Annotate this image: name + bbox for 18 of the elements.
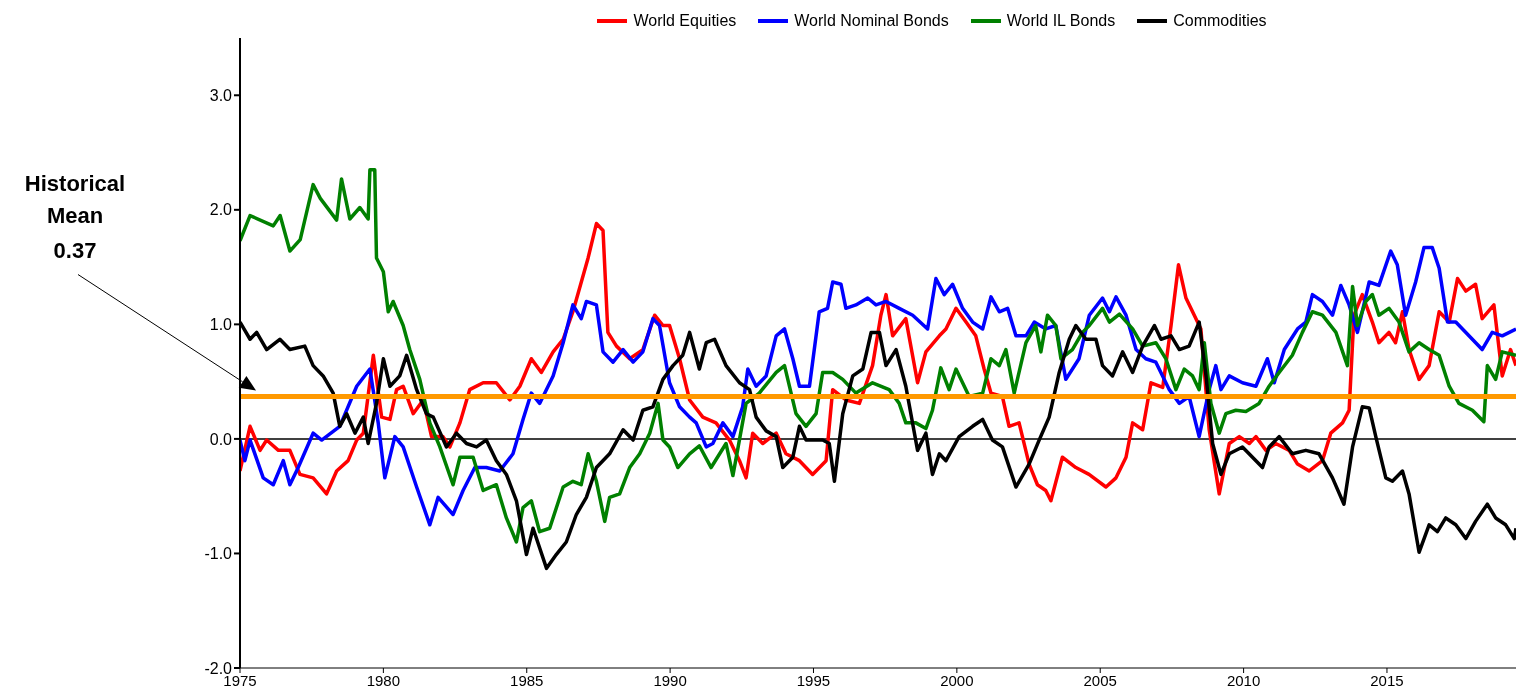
x-tick-label: 1995	[796, 671, 831, 689]
x-tick-label: 1980	[366, 671, 401, 689]
text: Historical Mean 0.37	[24, 170, 126, 263]
x-tick-label: 1990	[653, 671, 687, 689]
y-tick-label: 2.0	[209, 201, 233, 219]
legend-label: World IL Bonds	[1006, 12, 1116, 30]
x-tick-label: 1985	[510, 671, 544, 689]
y-tick-label: 1.0	[209, 316, 233, 334]
x-tick-label: 2000	[940, 671, 974, 689]
legend-label: World Equities	[633, 12, 737, 30]
y-tick-label: -1.0	[204, 545, 233, 563]
x-tick-label: 2005	[1083, 671, 1117, 689]
y-tick-label: 0.0	[209, 430, 233, 448]
y-tick-label: 3.0	[209, 86, 233, 104]
legend-label: Commodities	[1173, 12, 1267, 30]
legend-label: World Nominal Bonds	[794, 12, 949, 30]
x-tick-label: 2010	[1226, 671, 1261, 689]
x-tick-label: 2015	[1370, 671, 1404, 689]
